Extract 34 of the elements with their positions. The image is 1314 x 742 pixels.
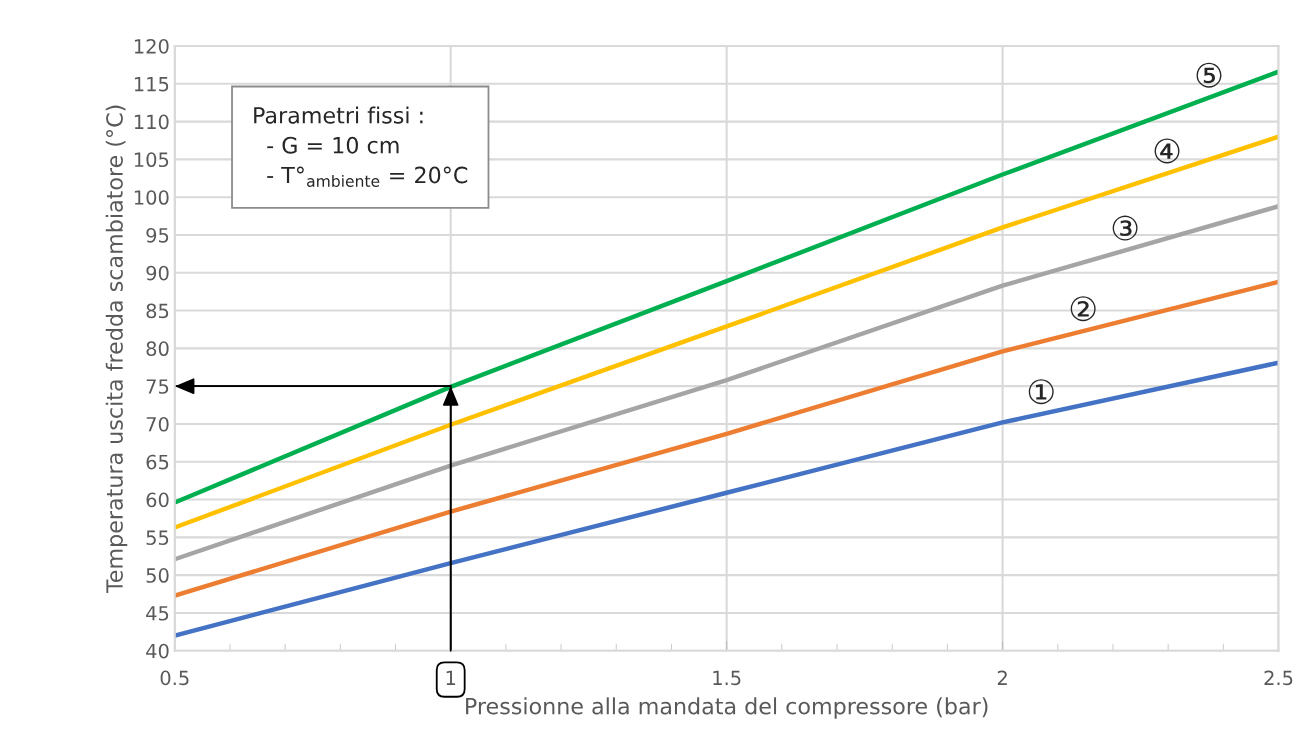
annotation: ① [1028, 379, 1054, 405]
x-tick-label: 1 [446, 670, 456, 685]
annotation: ② [1070, 296, 1096, 322]
line-series [174, 204, 1279, 562]
line-series [174, 134, 1279, 530]
y-tick-label: 95 [146, 227, 169, 243]
annotation: ④ [1154, 138, 1180, 164]
x-tick-label: 2 [997, 670, 1007, 685]
y-tick-label: 90 [146, 265, 169, 281]
x-tick-label: 0.5 [160, 670, 189, 686]
y-tick-label: 50 [146, 568, 169, 583]
x-axis-title: Pressionne alla mandata del compressore (bar) [466, 697, 988, 719]
y-tick-label: 60 [146, 492, 169, 508]
y-tick-label: 105 [134, 152, 169, 168]
y-tick-label: 65 [146, 454, 169, 470]
x-tick-label: 2.5 [1264, 670, 1293, 686]
y-tick-label: 45 [146, 606, 169, 621]
y-tick-label: 40 [146, 643, 169, 659]
annotation: ⑤ [1196, 62, 1222, 88]
y-tick-label: 80 [146, 341, 169, 357]
y-tick-label: 75 [146, 379, 169, 394]
line-series [174, 360, 1279, 638]
y-tick-label: 70 [146, 416, 169, 432]
y-tick-label: 55 [146, 530, 169, 546]
y-tick-label: 110 [134, 114, 169, 130]
line-series [174, 279, 1279, 598]
x-tick-label: 1.5 [713, 670, 741, 686]
y-tick-label: 115 [134, 77, 169, 92]
annotation: ③ [1112, 215, 1138, 241]
y-tick-label: 120 [134, 38, 169, 54]
y-axis-title: Temperatura uscita fredda scambiatore (°C) [105, 105, 128, 594]
annotation: Parametri fissi : - G = 10 cm - T°$_{ambiente}$ = 20°C [254, 106, 468, 187]
y-tick-label: 100 [134, 190, 169, 205]
y-tick-label: 85 [146, 303, 169, 319]
